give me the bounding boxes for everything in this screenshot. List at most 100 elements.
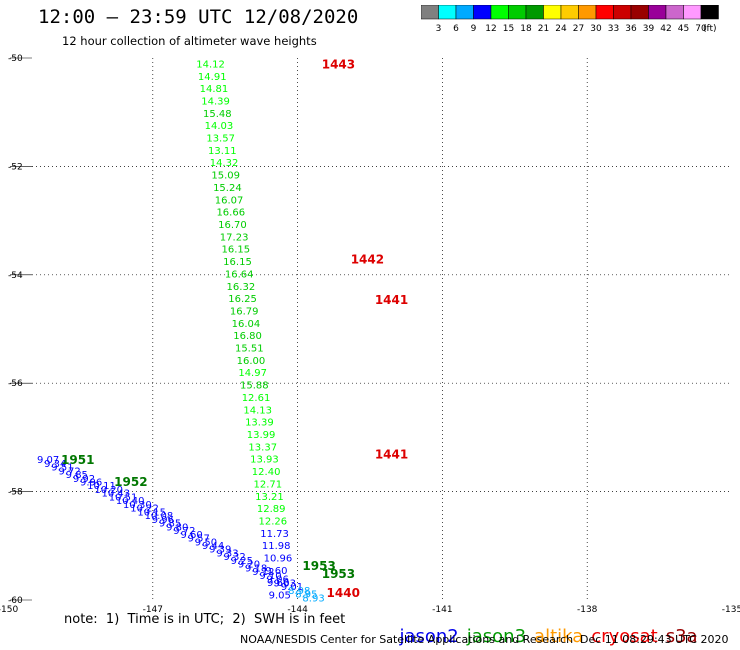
track-w-value: 9.07 [37, 455, 59, 466]
track-w-value: 9.18 [245, 563, 267, 574]
colorbar-label: 24 [555, 24, 567, 34]
track-w-value: 9.72 [173, 526, 195, 537]
track-w-value: 9.80 [166, 522, 188, 533]
track-w-value: 10.15 [137, 507, 166, 518]
track-w-value: 10.40 [116, 496, 145, 507]
track-n-value: 14.13 [243, 405, 272, 416]
track-w-value: 9.03 [274, 578, 296, 589]
track-w-value: 9.72 [58, 466, 80, 477]
track-w-value: 9.25 [231, 556, 253, 567]
time-label: 1440 [327, 586, 360, 600]
time-label: 1441 [375, 293, 408, 307]
x-tick-label: -141 [432, 605, 452, 615]
colorbar-label: 39 [643, 24, 655, 34]
x-tick-label: -144 [287, 605, 308, 615]
colorbar-label: 15 [503, 24, 514, 34]
color-scale-bar: 3 6 9 12 15 18 21 24 27 30 33 36 39 42 45 70(ft) [421, 5, 719, 34]
colorbar-label: 30 [590, 24, 602, 34]
y-tick-label: -52 [8, 162, 23, 172]
colorbar-label: 12 [485, 24, 496, 34]
track-w-value: 8.95 [295, 590, 317, 601]
track-w-value: 8.98 [288, 586, 310, 597]
colorbar-label: 27 [573, 24, 584, 34]
colorbar-label: 9 [471, 24, 477, 34]
y-tick-label: -50 [8, 54, 23, 64]
track-n-value: 16.25 [228, 294, 257, 305]
track-n-value: 12.71 [253, 479, 282, 490]
track-n-value: 10.96 [264, 554, 293, 565]
track-n-value: 13.21 [255, 492, 284, 503]
time-label: 1442 [351, 253, 384, 267]
track-n-value: 13.99 [247, 430, 276, 441]
track-n-value: 14.97 [238, 368, 267, 379]
page-title: 12:00 — 23:59 UTC 12/08/2020 [38, 6, 359, 28]
time-label: 1953 [302, 559, 335, 573]
track-w-value: 10.20 [94, 485, 123, 496]
track-w-value: 9.32 [224, 552, 246, 563]
y-tick-label: -56 [8, 379, 23, 389]
track-w-value: 9.10 [259, 571, 281, 582]
time-label: 1951 [61, 453, 94, 467]
colorbar-label: 42 [660, 24, 671, 34]
track-n-value: 16.70 [218, 220, 247, 231]
legend-altika: altika [534, 626, 584, 647]
colorbar-label: 6 [453, 24, 459, 34]
track-n-value: 16.07 [215, 195, 244, 206]
track-n-value: 16.66 [216, 208, 245, 219]
track-n-value: 12.26 [259, 516, 288, 527]
track-n-value: 15.88 [240, 381, 269, 392]
colorbar-label: 18 [520, 24, 532, 34]
y-tick-label: -60 [8, 596, 23, 606]
x-tick-label: -150 [0, 605, 18, 615]
track-w-value: 9.92 [73, 474, 95, 485]
track-w-value: 10.51 [109, 492, 138, 503]
legend-jason2: jason2 [399, 626, 459, 647]
x-tick-label: -147 [143, 605, 163, 615]
track-n-value: 14.32 [210, 158, 239, 169]
track-n-value: 13.57 [206, 134, 235, 145]
satellite-legend: jason2 jason3 altika cryosat s3a [388, 605, 706, 647]
track-w-value: 9.51 [51, 463, 73, 474]
track-w-value: 9.06 [267, 575, 289, 586]
track-w-value: 10.08 [145, 511, 174, 522]
track-n-value: 14.39 [201, 96, 230, 107]
track-w-value: 9.20 [238, 560, 260, 571]
track-w-value: 9.96 [152, 515, 174, 526]
track-w-value: 9.39 [209, 545, 231, 556]
x-tick-label: -138 [577, 605, 598, 615]
track-n-value: 15.09 [211, 171, 240, 182]
time-label: 1953 [322, 567, 355, 581]
track-w-value: 10.30 [123, 500, 152, 511]
track-n-value: 9.60 [265, 566, 287, 577]
colorbar-label: 36 [625, 24, 637, 34]
chart-subtitle: 12 hour collection of altimeter wave hei… [62, 34, 317, 48]
legend-s3a: s3a [665, 626, 698, 647]
track-w-value: 9.50 [195, 537, 217, 548]
y-tick-label: -54 [8, 271, 23, 281]
colorbar-label: 45 [678, 24, 689, 34]
legend-cryosat: cryosat [591, 626, 658, 647]
track-n-value: 11.73 [260, 529, 289, 540]
track-w-value: 9.85 [66, 470, 88, 481]
track-n-value: 16.64 [225, 269, 254, 280]
track-w-value: 9.34 [44, 459, 66, 470]
track-w-value: 10.43 [102, 489, 131, 500]
time-label: 1952 [114, 475, 147, 489]
track-n-value: 14.12 [196, 59, 225, 70]
colorbar-label: 33 [608, 24, 619, 34]
track-w-value: 9.01 [281, 582, 303, 593]
credit-text: NOAA/NESDIS Center for Satellite Applica… [240, 633, 574, 646]
track-n-value: 15.48 [203, 109, 232, 120]
legend-jason3: jason3 [466, 626, 527, 647]
track-n-value: 12.61 [242, 393, 271, 404]
footer-note: note: 1) Time is in UTC; 2) SWH is in fe… [64, 612, 346, 627]
track-n-value: 17.23 [220, 232, 249, 243]
track-n-value: 16.79 [230, 306, 259, 317]
colorbar-swatch [700, 5, 719, 20]
track-n-value: 16.15 [223, 257, 252, 268]
y-tick-label: -58 [8, 488, 23, 498]
track-n-value: 15.24 [213, 183, 242, 194]
track-n-value: 13.93 [250, 455, 279, 466]
track-w-value: 9.60 [180, 530, 202, 541]
